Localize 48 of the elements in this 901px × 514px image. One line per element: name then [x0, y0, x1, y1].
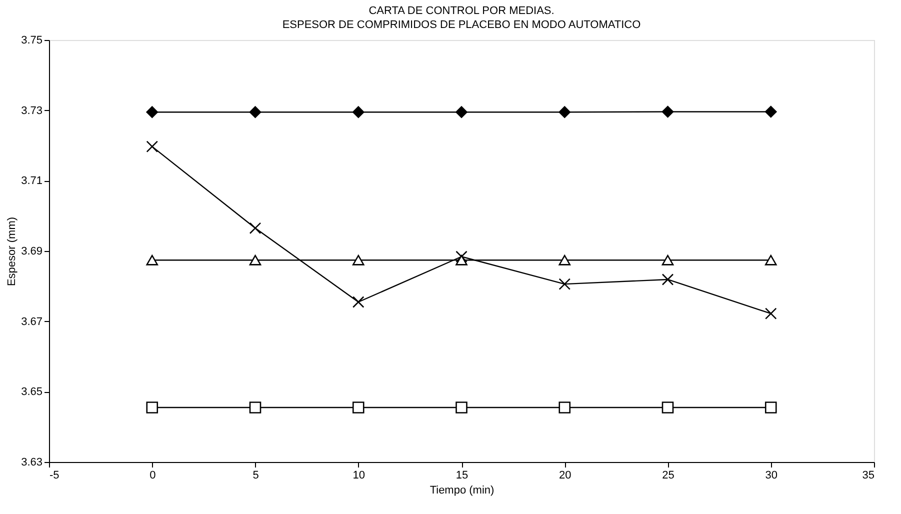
point — [146, 140, 158, 152]
y-axis-title: Espesor (mm) — [6, 216, 18, 286]
point — [352, 296, 364, 308]
x-tick-label: 20 — [559, 470, 572, 482]
chart-subtitle: ESPESOR DE COMPRIMIDOS DE PLACEBO EN MODO AUTOMATICO — [282, 19, 642, 31]
y-tick-label: 3.69 — [21, 246, 42, 258]
point — [456, 250, 468, 263]
y-tick-label: 3.75 — [21, 34, 42, 46]
point — [558, 402, 571, 414]
point — [662, 254, 674, 266]
point — [352, 254, 364, 266]
point — [456, 402, 468, 414]
point — [352, 402, 364, 414]
chart-title: CARTA DE CONTROL POR MEDIAS. — [368, 5, 554, 17]
point — [352, 106, 364, 118]
x-axis-title: Tiempo (min) — [430, 484, 494, 496]
y-tick-label: 3.67 — [21, 316, 42, 328]
point — [146, 402, 158, 414]
y-tick-label: 3.63 — [21, 456, 42, 468]
point — [558, 106, 571, 118]
y-tick-label: 3.71 — [21, 175, 42, 188]
point — [249, 402, 262, 414]
x-tick-label: 15 — [456, 470, 468, 482]
y-tick-label: 3.73 — [21, 104, 42, 117]
x-tick-label: -5 — [50, 470, 60, 482]
y-tick-label: 3.65 — [21, 386, 42, 398]
point — [456, 106, 468, 118]
point — [662, 274, 674, 286]
point — [764, 402, 777, 414]
x-tick-label: 10 — [352, 470, 365, 482]
x-tick-label: 25 — [662, 470, 674, 482]
point — [249, 222, 262, 234]
point — [764, 106, 777, 118]
x-tick-label: 0 — [150, 470, 156, 482]
point — [662, 106, 674, 118]
point — [146, 106, 158, 118]
point — [249, 106, 262, 118]
point — [456, 254, 468, 266]
point — [662, 402, 674, 414]
point — [764, 254, 777, 266]
x-tick-label: 35 — [862, 470, 874, 482]
point — [146, 254, 158, 266]
x-tick-label: 5 — [252, 470, 259, 482]
point — [249, 254, 262, 266]
x-tick-label: 30 — [765, 470, 778, 482]
point — [558, 254, 571, 266]
point — [558, 278, 571, 290]
point — [764, 308, 777, 320]
